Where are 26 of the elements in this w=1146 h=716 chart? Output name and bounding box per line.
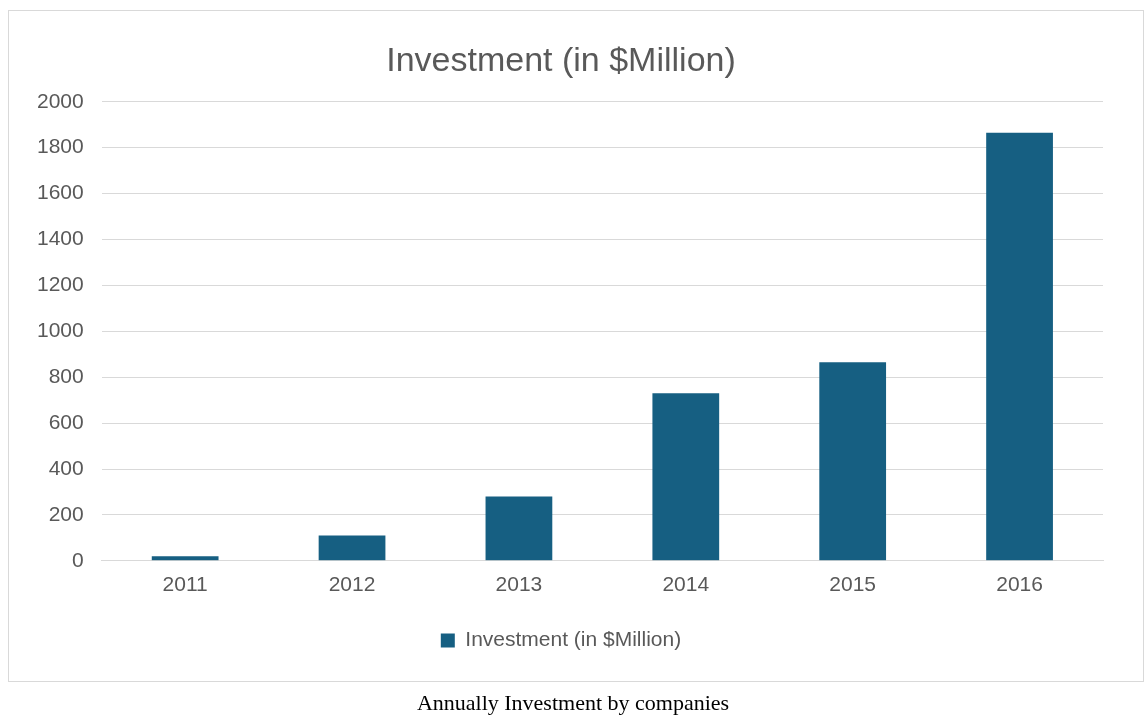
y-tick-label: 400 [48,455,84,479]
x-tick-label: 2015 [829,572,877,596]
bar [485,496,553,561]
y-tick-label: 0 [72,547,84,571]
bar [986,132,1053,561]
bar [819,362,887,561]
bar [151,556,219,561]
y-tick-label: 1600 [37,180,84,204]
chart-title: Investment (in $Million) [386,39,736,78]
x-tick-label: 2016 [996,572,1043,596]
text: Annually Investment by companies [415,690,731,716]
y-tick-label: 800 [48,364,84,387]
x-tick-label: 2013 [495,572,543,596]
bar [652,393,720,561]
x-tick-label: 2012 [328,572,376,596]
y-tick-label: 1800 [37,134,84,158]
bar [318,535,386,561]
y-tick-label: 600 [48,409,84,433]
x-tick-label: 2014 [662,572,710,596]
legend-label: Investment (in $Million) [465,627,682,651]
y-tick-label: 1200 [37,272,84,296]
y-tick-label: 200 [48,501,84,525]
y-tick-label: 1400 [37,226,84,250]
y-tick-label: 2000 [37,88,84,112]
y-tick-label: 1000 [37,318,84,342]
x-tick-label: 2011 [162,572,208,596]
